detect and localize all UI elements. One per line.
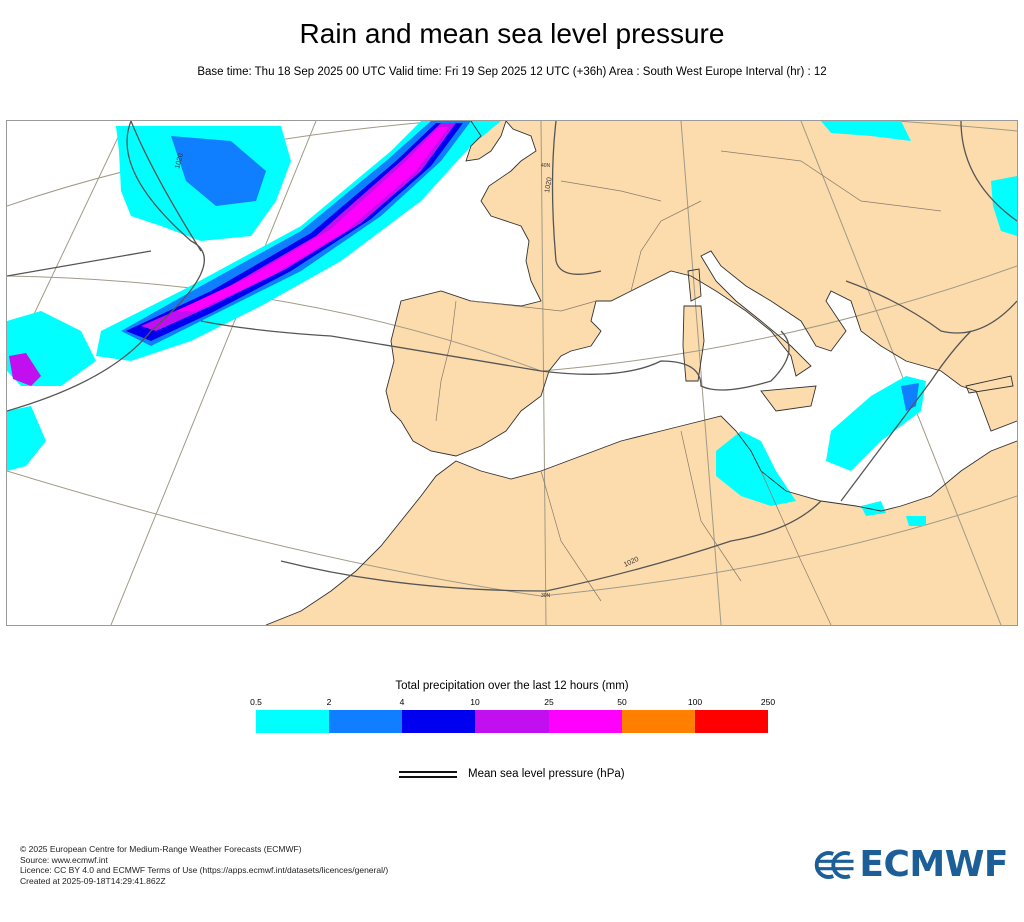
crete-land	[966, 376, 1013, 393]
legend-tick: 2	[326, 697, 332, 707]
isobar-label: 1020	[174, 153, 185, 170]
legend-tick: 10	[470, 697, 480, 707]
graticule-label: 40N	[541, 163, 551, 169]
scale-segment	[402, 710, 476, 733]
created-line: Created at 2025-09-18T14:29:41.862Z	[20, 875, 166, 886]
sardinia-land	[683, 306, 704, 381]
sicily-land	[761, 386, 816, 411]
legend-tick: 25	[544, 697, 554, 707]
rain-band-heavy	[126, 123, 463, 341]
legend-tick: 100	[687, 697, 703, 707]
source-line: Source: www.ecmwf.int	[20, 854, 108, 865]
uk-land	[466, 121, 506, 161]
scale-segment	[694, 710, 768, 733]
rain-libya	[861, 501, 886, 516]
isobars	[7, 121, 1017, 592]
africa-land	[266, 416, 1017, 625]
borders	[435, 150, 942, 625]
coastlines	[265, 121, 1017, 625]
europe-land	[386, 121, 1017, 456]
map-canvas: 1020 1020 1020 40N 30N	[7, 121, 1017, 625]
rain-spain-west	[9, 353, 41, 386]
chart-title: Rain and mean sea level pressure	[299, 18, 725, 49]
rain-balkans	[991, 176, 1017, 236]
isobar-label: 1020	[544, 177, 554, 194]
rain-west-patch2	[7, 406, 46, 471]
scale-segment	[329, 710, 403, 733]
mslp-legend-label: Mean sea level pressure (hPa)	[468, 768, 625, 780]
precipitation-color-scale	[256, 710, 768, 733]
rain-tunisia	[716, 431, 796, 506]
legend-tick: 4	[399, 697, 405, 707]
rain-ionian	[826, 376, 926, 471]
precipitation-areas	[7, 121, 1017, 526]
graticule-label: 30N	[541, 593, 551, 599]
legend-tick-labels: 0.5 2 4 10 25 50 100 250	[250, 697, 775, 709]
rain-north-medium	[171, 136, 266, 206]
canary-land	[356, 556, 411, 576]
legend-tick: 250	[760, 697, 776, 707]
scale-segment	[548, 710, 622, 733]
copyright-line: © 2025 European Centre for Medium-Range …	[20, 844, 302, 854]
mslp-legend-line	[399, 771, 457, 778]
licence-line: Licence: CC BY 4.0 and ECMWF Terms of Us…	[20, 865, 389, 875]
ecmwf-logo-icon	[814, 851, 854, 879]
legend-tick: 0.5	[250, 697, 262, 707]
chart-subtitle: Base time: Thu 18 Sep 2025 00 UTC Valid …	[197, 66, 827, 78]
legend-title: Total precipitation over the last 12 hou…	[395, 680, 629, 692]
map-panel: 1020 1020 1020 40N 30N	[6, 120, 1018, 626]
rain-band-core	[176, 127, 449, 311]
ecmwf-logo-text: ECMWF	[859, 844, 1008, 885]
scale-segment	[621, 710, 695, 733]
ecmwf-logo: ECMWF	[813, 846, 1008, 884]
scale-segment	[475, 710, 549, 733]
scale-segment	[256, 710, 330, 733]
rain-libya2	[906, 516, 926, 526]
rain-ne	[821, 121, 911, 141]
footer-credits: © 2025 European Centre for Medium-Range …	[20, 844, 388, 886]
legend-tick: 50	[617, 697, 627, 707]
